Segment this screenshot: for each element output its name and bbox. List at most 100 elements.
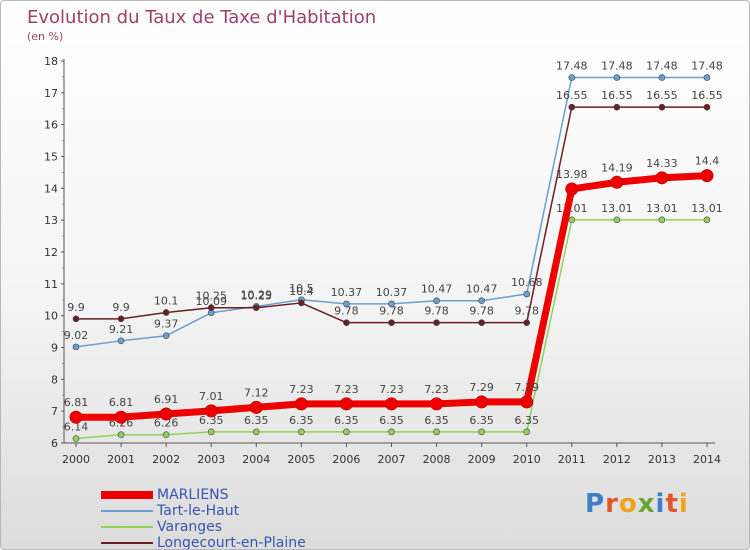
data-point-longecourt-en-plaine <box>658 103 666 111</box>
legend-item: Longecourt-en-Plaine <box>101 535 361 550</box>
data-point-longecourt-en-plaine <box>568 103 576 111</box>
y-tick-label: 9 <box>51 342 58 355</box>
data-label-marliens: 7.23 <box>379 383 404 396</box>
data-point-marliens <box>610 175 624 189</box>
data-point-tart-le-haut <box>388 300 395 308</box>
data-point-tart-le-haut <box>72 343 80 351</box>
data-label-marliens: 14.4 <box>695 155 720 168</box>
data-point-tart-le-haut <box>703 74 711 81</box>
x-tick-label: 2009 <box>468 453 496 466</box>
y-tick-label: 12 <box>44 246 58 259</box>
data-label-tart-le-haut: 10.47 <box>421 283 453 296</box>
data-label-varanges: 6.35 <box>469 414 494 427</box>
data-point-varanges <box>703 216 711 224</box>
data-point-tart-le-haut <box>523 290 531 298</box>
data-label-tart-le-haut: 9.02 <box>64 329 89 342</box>
data-label-longecourt-en-plaine: 10.25 <box>241 290 273 303</box>
data-point-marliens <box>339 397 353 411</box>
data-point-longecourt-en-plaine <box>162 309 170 316</box>
data-label-tart-le-haut: 17.48 <box>556 60 588 73</box>
data-point-varanges <box>433 428 440 436</box>
data-label-varanges: 13.01 <box>646 202 678 215</box>
data-label-tart-le-haut: 10.47 <box>466 283 498 296</box>
data-point-longecourt-en-plaine <box>72 315 80 323</box>
data-point-varanges <box>343 428 350 436</box>
legend-item: Varanges <box>101 519 361 535</box>
data-label-varanges: 6.35 <box>289 414 314 427</box>
data-point-varanges <box>72 435 80 442</box>
data-label-longecourt-en-plaine: 16.55 <box>556 89 588 102</box>
data-point-marliens <box>430 397 444 411</box>
data-point-marliens <box>294 397 308 411</box>
data-point-tart-le-haut <box>658 74 666 81</box>
data-point-varanges <box>298 428 305 436</box>
data-point-varanges <box>162 431 170 439</box>
data-label-marliens: 7.23 <box>334 383 359 396</box>
y-tick-label: 17 <box>44 87 58 100</box>
y-tick-label: 18 <box>44 55 58 68</box>
data-label-tart-le-haut: 10.68 <box>511 276 543 289</box>
data-point-tart-le-haut <box>478 297 485 305</box>
data-point-longecourt-en-plaine <box>207 304 215 312</box>
logo-letter: t <box>665 489 679 519</box>
data-label-varanges: 13.01 <box>691 202 723 215</box>
x-tick-label: 2013 <box>648 453 676 466</box>
data-label-marliens: 7.23 <box>289 383 314 396</box>
logo-letter: i <box>678 489 689 519</box>
y-tick-label: 6 <box>51 437 58 450</box>
chart-title: Evolution du Taux de Taxe d'Habitation <box>27 7 377 28</box>
data-point-varanges <box>613 216 621 224</box>
legend-swatch <box>101 542 153 544</box>
legend-label: Varanges <box>157 519 223 535</box>
data-label-tart-le-haut: 17.48 <box>646 60 678 73</box>
x-tick-label: 2004 <box>242 453 270 466</box>
data-label-marliens: 6.81 <box>109 396 134 409</box>
y-tick-label: 7 <box>51 405 58 418</box>
logo-letter: x <box>637 489 656 519</box>
data-label-longecourt-en-plaine: 9.9 <box>67 301 85 314</box>
data-label-marliens: 7.01 <box>199 390 224 403</box>
data-label-varanges: 6.35 <box>514 414 539 427</box>
data-label-marliens: 7.29 <box>514 381 539 394</box>
y-tick-label: 8 <box>51 373 58 386</box>
data-point-varanges <box>207 428 215 436</box>
data-point-marliens <box>565 182 579 196</box>
y-tick-label: 10 <box>44 310 58 323</box>
data-label-marliens: 7.23 <box>424 383 449 396</box>
x-tick-label: 2011 <box>558 453 586 466</box>
data-label-varanges: 6.26 <box>154 417 179 430</box>
data-point-longecourt-en-plaine <box>252 304 260 312</box>
data-point-marliens <box>69 410 83 424</box>
data-label-tart-le-haut: 10.09 <box>195 295 227 308</box>
data-label-tart-le-haut: 9.37 <box>154 318 179 331</box>
legend-item: Tart-le-Haut <box>101 503 361 519</box>
data-point-varanges <box>117 431 125 439</box>
data-point-tart-le-haut <box>568 74 576 81</box>
data-point-longecourt-en-plaine <box>433 319 440 326</box>
data-label-marliens: 14.33 <box>646 157 678 170</box>
data-label-longecourt-en-plaine: 16.55 <box>691 89 723 102</box>
data-point-longecourt-en-plaine <box>478 319 485 326</box>
data-label-marliens: 6.81 <box>64 396 89 409</box>
data-label-tart-le-haut: 10.5 <box>289 282 314 295</box>
legend-label: Longecourt-en-Plaine <box>157 535 306 550</box>
logo-letter: P <box>585 489 606 519</box>
data-label-tart-le-haut: 10.37 <box>331 286 363 299</box>
data-label-tart-le-haut: 17.48 <box>691 60 723 73</box>
data-label-longecourt-en-plaine: 16.55 <box>646 89 678 102</box>
data-label-marliens: 7.12 <box>244 386 269 399</box>
data-point-marliens <box>249 400 263 414</box>
x-tick-label: 2010 <box>513 453 541 466</box>
data-label-longecourt-en-plaine: 10.1 <box>154 294 179 307</box>
data-label-longecourt-en-plaine: 9.9 <box>112 301 130 314</box>
data-point-varanges <box>523 428 531 436</box>
data-label-tart-le-haut: 17.48 <box>601 60 633 73</box>
data-label-marliens: 14.19 <box>601 161 633 174</box>
y-tick-label: 11 <box>44 278 58 291</box>
data-label-longecourt-en-plaine: 10.25 <box>195 290 227 303</box>
x-tick-label: 2002 <box>152 453 180 466</box>
data-label-longecourt-en-plaine: 9.78 <box>379 305 404 318</box>
data-point-marliens <box>520 395 534 409</box>
data-point-varanges <box>388 428 395 436</box>
